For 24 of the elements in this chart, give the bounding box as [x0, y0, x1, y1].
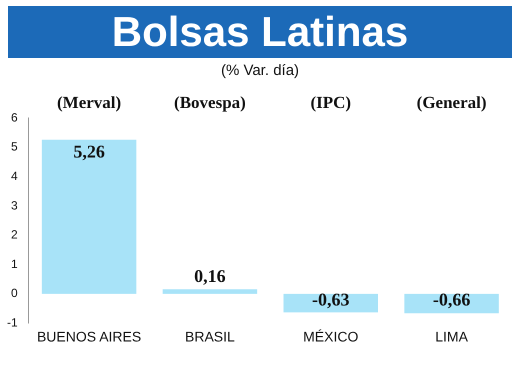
- y-tick-label: 1: [10, 256, 18, 271]
- text: (General): [416, 92, 487, 112]
- text: (IPC): [310, 92, 352, 112]
- bar: [162, 289, 258, 294]
- data-label: -0,63: [312, 290, 350, 310]
- chart-subtitle: (% Var. día): [220, 62, 300, 79]
- data-label: 5,26: [73, 141, 105, 162]
- text: (Merval): [56, 92, 122, 112]
- y-tick-label: 4: [10, 168, 18, 183]
- y-tick-label: 3: [10, 198, 18, 212]
- y-tick-label: 2: [10, 228, 18, 242]
- x-tick-label: BRASIL: [185, 328, 236, 344]
- bar: [42, 140, 136, 294]
- y-tick-label: 6: [10, 110, 18, 124]
- x-tick-label: BUENOS AIRES: [36, 328, 142, 344]
- text: (Bovespa): [174, 92, 246, 112]
- y-tick-label: -1: [7, 316, 18, 330]
- y-tick-label: 5: [10, 140, 18, 154]
- x-tick-label: MÉXICO: [303, 328, 358, 344]
- y-tick-label: 0: [10, 286, 18, 300]
- data-label: 0,16: [194, 266, 226, 286]
- x-tick-label: LIMA: [435, 328, 469, 344]
- data-label: -0,66: [432, 290, 470, 310]
- chart-title: Bolsas Latinas: [8, 6, 512, 58]
